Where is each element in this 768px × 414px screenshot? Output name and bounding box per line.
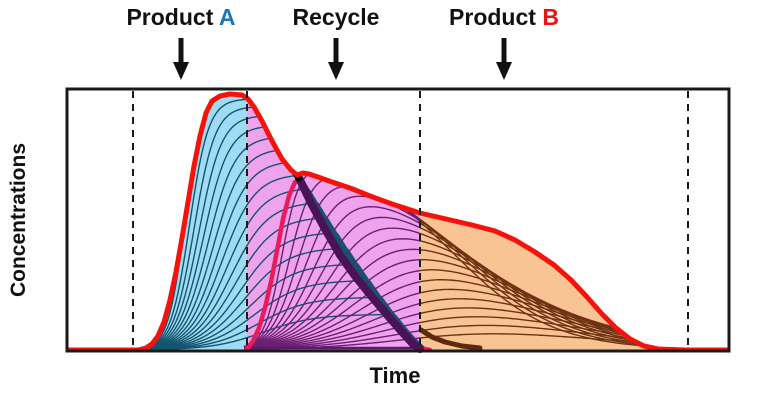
b-curve [243,316,420,350]
b-curve [420,333,707,350]
b-curve [243,185,420,349]
b-curve [243,279,420,349]
b-curve [243,176,420,350]
b-feet-bundle-brown [418,327,483,351]
annotation-product-b-letter: B [542,4,559,30]
a-front-bundle-purple [295,174,424,353]
b-curve [243,307,420,350]
b-curve [243,269,420,348]
annotation-recycle: Recycle [293,4,380,31]
b-curve [243,259,420,348]
b-curve [243,227,420,348]
b-curve [243,298,420,349]
b-curve [243,248,420,348]
b-curve [243,324,420,350]
b-curve [243,206,420,348]
annotation-product-a-text: Product [126,4,219,30]
plot-box [65,87,731,353]
annotation-arrow-head [173,62,189,80]
b-curve [243,288,420,349]
annotation-product-a-letter: A [218,4,236,30]
b-curve [243,238,420,348]
x-axis-label: Time [369,363,421,388]
annotation-arrow-head [328,62,344,80]
annotation-product-a: Product A [126,4,235,31]
region-fill-product-b [420,213,729,351]
b-curve [243,216,420,348]
annotation-product-b: Product B [449,4,559,31]
annotation-recycle-text: Recycle [292,4,380,30]
b-curve [420,168,707,350]
total-envelope-curve [65,91,731,353]
annotation-product-b-text: Product [449,4,543,30]
annotation-arrow-head [496,62,512,80]
b-curve [420,176,707,350]
